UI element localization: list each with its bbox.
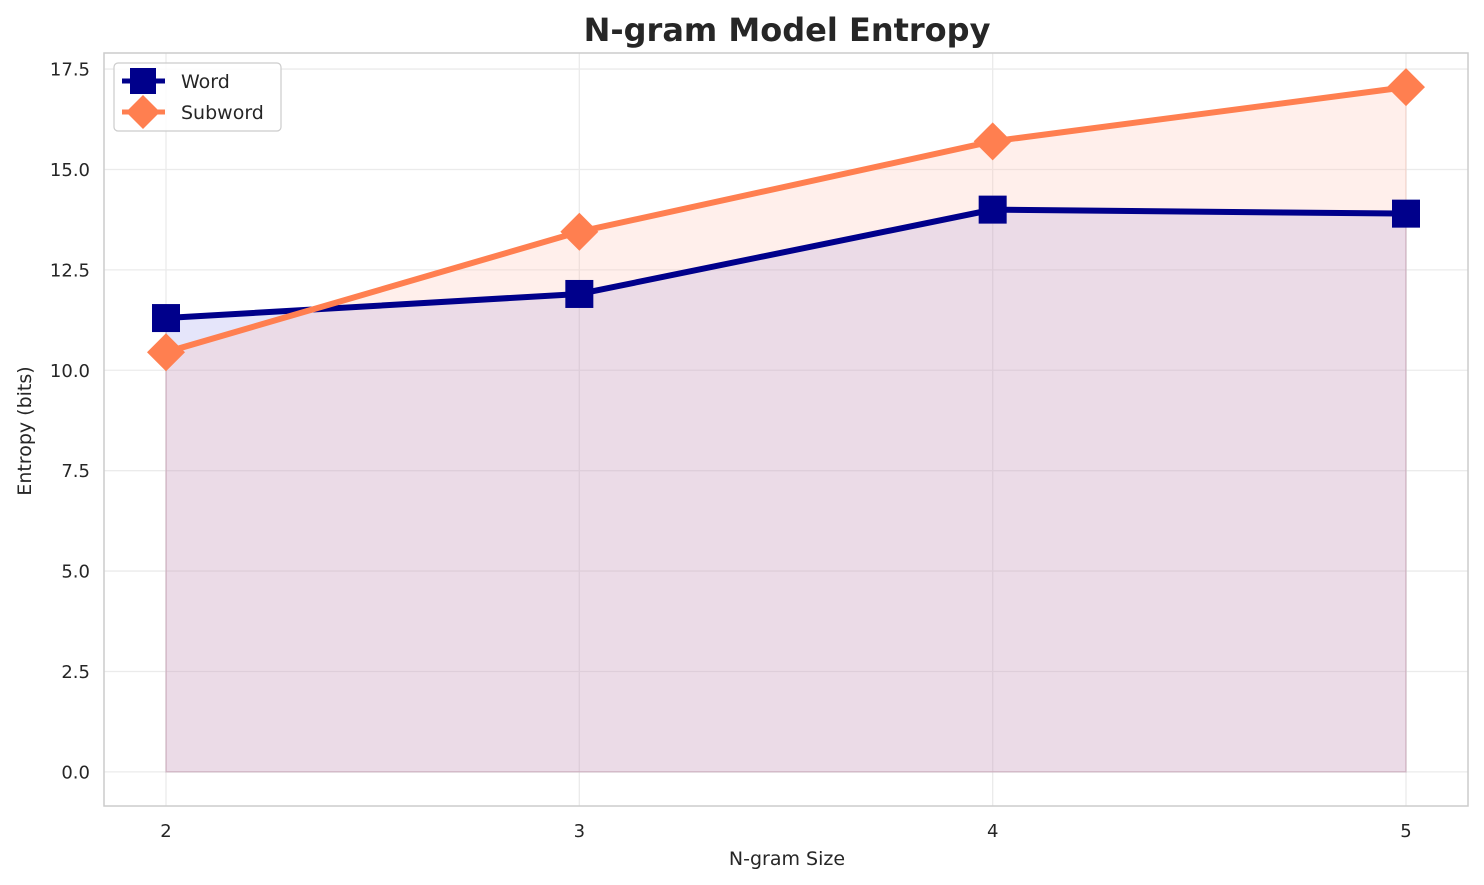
legend: Word Subword [113, 62, 282, 132]
y-tick-label: 5.0 [61, 562, 90, 583]
chart-title: N-gram Model Entropy [584, 11, 991, 49]
y-tick-label: 15.0 [50, 160, 90, 181]
legend-word-marker [130, 68, 156, 94]
x-tick-label: 5 [1400, 821, 1411, 842]
word-point [978, 195, 1007, 224]
subword-point [147, 333, 185, 372]
subword-point [973, 122, 1012, 161]
series-lines [163, 84, 1409, 356]
y-tick-label: 10.0 [50, 361, 90, 382]
subword-point [560, 212, 599, 251]
y-tick-label: 2.5 [61, 662, 90, 683]
plot-frame [103, 52, 1469, 807]
word-point [152, 304, 180, 333]
legend-subword-marker [126, 95, 160, 129]
y-tick-label: 7.5 [61, 461, 90, 482]
x-tick-label: 4 [987, 821, 998, 842]
x-tick-label: 2 [160, 821, 171, 842]
x-axis-label: N-gram Size [729, 848, 845, 870]
legend-word-label: Word [181, 71, 230, 93]
y-axis-label: Entropy (bits) [14, 366, 36, 495]
x-tick-label: 3 [574, 821, 585, 842]
y-tick-label: 0.0 [61, 762, 90, 783]
legend-subword-label: Subword [181, 102, 264, 124]
subword-point [1387, 68, 1425, 107]
grid [104, 53, 1468, 806]
word-point [565, 279, 594, 308]
series-markers [147, 68, 1425, 372]
word-point [1392, 199, 1420, 228]
y-tick-label: 12.5 [50, 260, 90, 281]
y-tick-label: 17.5 [50, 60, 90, 81]
tick-labels: 0.0 2.5 5.0 7.5 10.0 12.5 15.0 17.5 2 3 4 5 [50, 60, 1412, 842]
area-fills [165, 86, 1407, 773]
subword-line [163, 84, 1409, 356]
word-line [163, 206, 1409, 322]
